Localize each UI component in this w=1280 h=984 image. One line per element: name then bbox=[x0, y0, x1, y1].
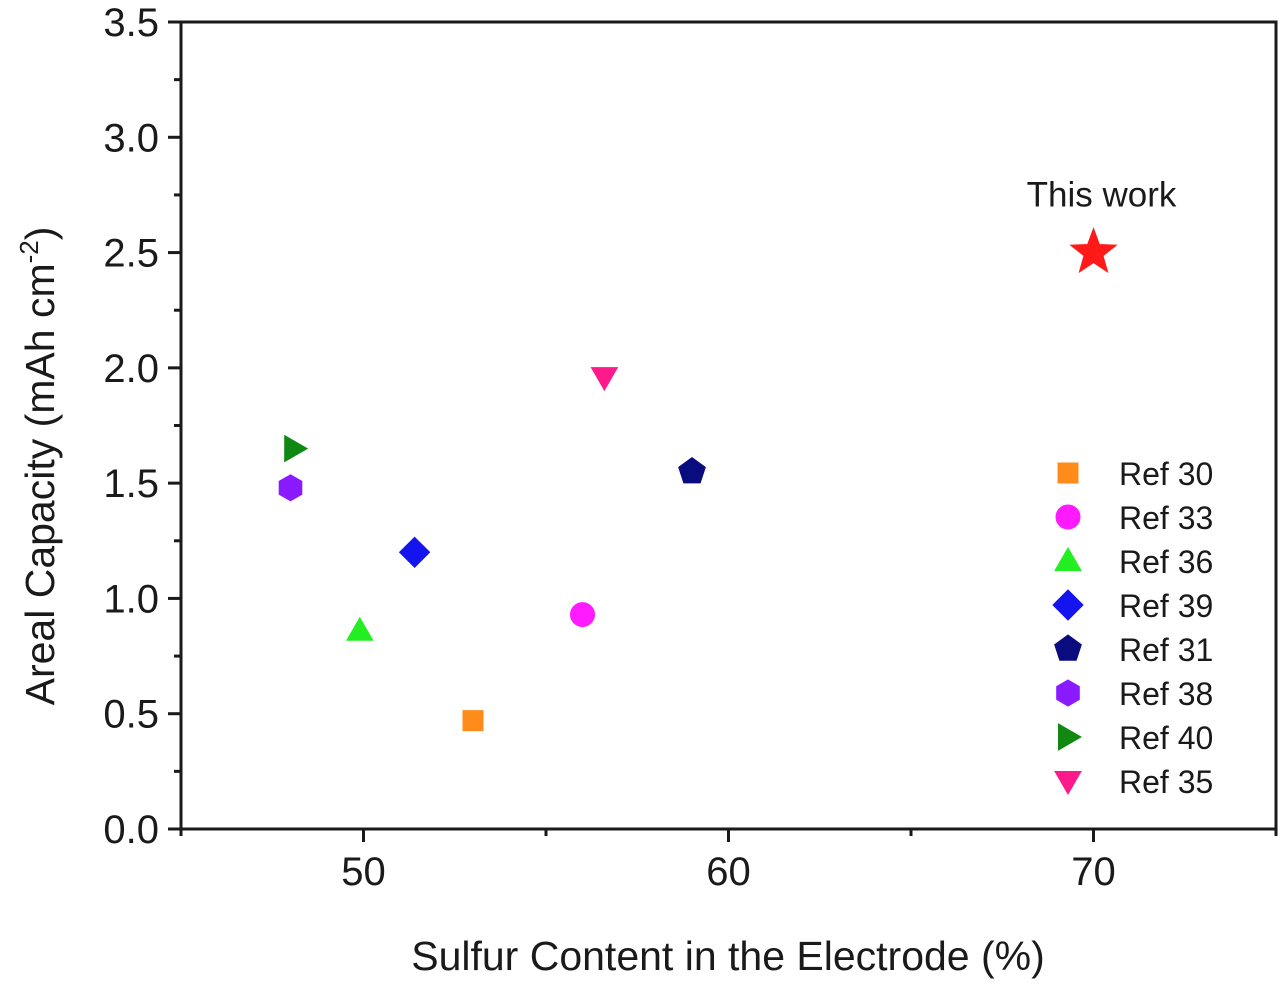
legend-label-ref-30: Ref 30 bbox=[1119, 456, 1213, 492]
legend-marker-ref-33 bbox=[1055, 504, 1081, 530]
data-point-ref-30 bbox=[462, 710, 484, 732]
data-point-ref-31 bbox=[678, 456, 706, 484]
y-tick-label: 0.0 bbox=[103, 808, 159, 852]
plot-frame bbox=[179, 20, 1278, 831]
y-tick-label: 0.5 bbox=[103, 693, 159, 737]
x-tick-label: 70 bbox=[1071, 850, 1116, 894]
y-axis-label: Areal Capacity (mAh cm-2) bbox=[14, 227, 63, 706]
data-point-ref-38 bbox=[278, 474, 303, 502]
x-axis-label: Sulfur Content in the Electrode (%) bbox=[411, 933, 1045, 979]
legend-label-ref-35: Ref 35 bbox=[1119, 764, 1213, 800]
y-tick-label: 1.5 bbox=[103, 462, 159, 506]
legend-marker-ref-39 bbox=[1052, 589, 1084, 621]
data-point-ref-35 bbox=[590, 367, 619, 392]
legend-label-ref-39: Ref 39 bbox=[1119, 588, 1213, 624]
legend-label-ref-33: Ref 33 bbox=[1119, 500, 1213, 536]
axes bbox=[179, 20, 1278, 831]
legend-marker-ref-31 bbox=[1054, 634, 1082, 661]
x-axis-ticks: 50 60 70 bbox=[179, 829, 1278, 894]
data-point-ref-39 bbox=[398, 536, 431, 569]
this-work-annotation: This work bbox=[1027, 176, 1177, 215]
y-axis-ticks: 0.0 0.5 1.0 1.5 2.0 2.5 3.0 3.5 bbox=[103, 1, 181, 852]
legend-label-ref-40: Ref 40 bbox=[1119, 720, 1213, 756]
data-point-this-work bbox=[1069, 227, 1118, 274]
y-tick-label: 3.5 bbox=[103, 1, 159, 45]
x-tick-label: 60 bbox=[706, 850, 751, 894]
y-tick-label: 3.0 bbox=[103, 116, 159, 160]
legend-marker-ref-40 bbox=[1058, 723, 1082, 751]
y-axis-label-close: ) bbox=[17, 227, 63, 241]
legend-marker-ref-38 bbox=[1056, 679, 1080, 707]
y-axis-label-main: Areal Capacity (mAh cm bbox=[17, 263, 63, 705]
data-point-ref-40 bbox=[284, 434, 309, 463]
data-point-ref-36 bbox=[346, 616, 374, 641]
y-tick-label: 1.0 bbox=[103, 577, 159, 621]
y-axis-label-superscript: -2 bbox=[14, 240, 44, 263]
legend-marker-ref-30 bbox=[1057, 462, 1079, 484]
legend-marker-ref-35 bbox=[1054, 771, 1082, 795]
data-points bbox=[278, 227, 1118, 732]
legend: Ref 30 Ref 33 Ref 36 Ref 39 Ref 31 Ref 38 Ref … bbox=[1052, 456, 1213, 800]
data-point-ref-33 bbox=[570, 602, 595, 628]
y-tick-label: 2.5 bbox=[103, 232, 159, 276]
legend-label-ref-31: Ref 31 bbox=[1119, 632, 1213, 668]
legend-label-ref-36: Ref 36 bbox=[1119, 544, 1213, 580]
legend-marker-ref-36 bbox=[1054, 547, 1082, 571]
legend-label-ref-38: Ref 38 bbox=[1119, 676, 1213, 712]
x-tick-label: 50 bbox=[341, 850, 386, 894]
y-tick-label: 2.0 bbox=[103, 347, 159, 391]
